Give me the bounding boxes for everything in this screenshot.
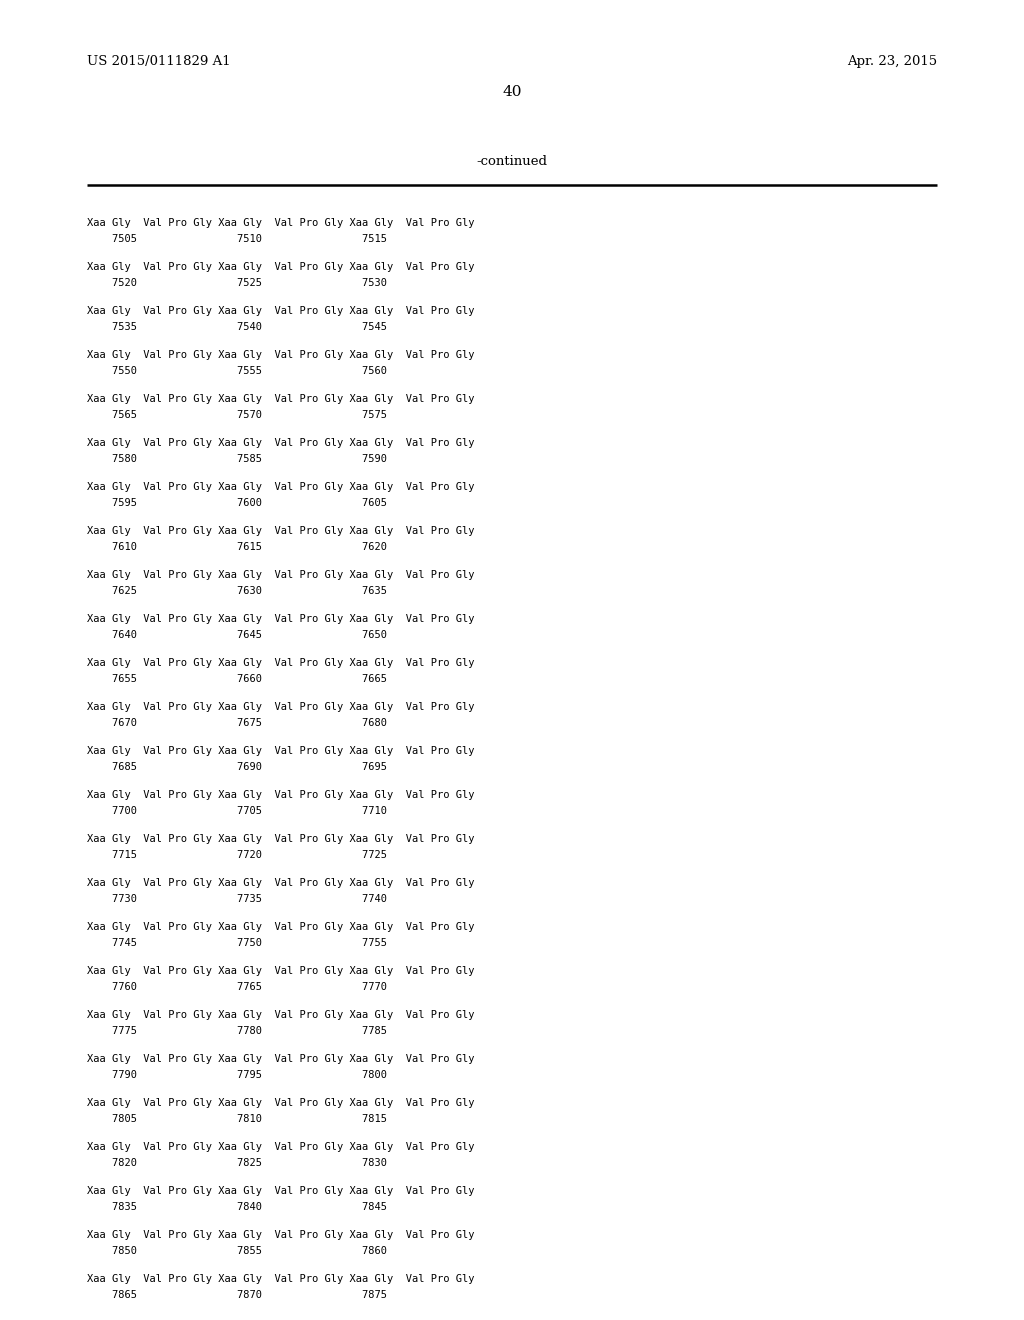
Text: 7820                7825                7830: 7820 7825 7830 [87, 1158, 387, 1168]
Text: Xaa Gly  Val Pro Gly Xaa Gly  Val Pro Gly Xaa Gly  Val Pro Gly: Xaa Gly Val Pro Gly Xaa Gly Val Pro Gly … [87, 746, 474, 756]
Text: Xaa Gly  Val Pro Gly Xaa Gly  Val Pro Gly Xaa Gly  Val Pro Gly: Xaa Gly Val Pro Gly Xaa Gly Val Pro Gly … [87, 614, 474, 624]
Text: 7550                7555                7560: 7550 7555 7560 [87, 366, 387, 376]
Text: 7640                7645                7650: 7640 7645 7650 [87, 630, 387, 640]
Text: Xaa Gly  Val Pro Gly Xaa Gly  Val Pro Gly Xaa Gly  Val Pro Gly: Xaa Gly Val Pro Gly Xaa Gly Val Pro Gly … [87, 218, 474, 228]
Text: 7700                7705                7710: 7700 7705 7710 [87, 807, 387, 816]
Text: Xaa Gly  Val Pro Gly Xaa Gly  Val Pro Gly Xaa Gly  Val Pro Gly: Xaa Gly Val Pro Gly Xaa Gly Val Pro Gly … [87, 834, 474, 843]
Text: Xaa Gly  Val Pro Gly Xaa Gly  Val Pro Gly Xaa Gly  Val Pro Gly: Xaa Gly Val Pro Gly Xaa Gly Val Pro Gly … [87, 1230, 474, 1239]
Text: 7505                7510                7515: 7505 7510 7515 [87, 234, 387, 244]
Text: 7730                7735                7740: 7730 7735 7740 [87, 894, 387, 904]
Text: Xaa Gly  Val Pro Gly Xaa Gly  Val Pro Gly Xaa Gly  Val Pro Gly: Xaa Gly Val Pro Gly Xaa Gly Val Pro Gly … [87, 1142, 474, 1152]
Text: 40: 40 [502, 84, 522, 99]
Text: US 2015/0111829 A1: US 2015/0111829 A1 [87, 55, 230, 69]
Text: Apr. 23, 2015: Apr. 23, 2015 [847, 55, 937, 69]
Text: Xaa Gly  Val Pro Gly Xaa Gly  Val Pro Gly Xaa Gly  Val Pro Gly: Xaa Gly Val Pro Gly Xaa Gly Val Pro Gly … [87, 306, 474, 315]
Text: 7775                7780                7785: 7775 7780 7785 [87, 1026, 387, 1036]
Text: Xaa Gly  Val Pro Gly Xaa Gly  Val Pro Gly Xaa Gly  Val Pro Gly: Xaa Gly Val Pro Gly Xaa Gly Val Pro Gly … [87, 1274, 474, 1284]
Text: 7805                7810                7815: 7805 7810 7815 [87, 1114, 387, 1125]
Text: 7745                7750                7755: 7745 7750 7755 [87, 939, 387, 948]
Text: Xaa Gly  Val Pro Gly Xaa Gly  Val Pro Gly Xaa Gly  Val Pro Gly: Xaa Gly Val Pro Gly Xaa Gly Val Pro Gly … [87, 350, 474, 360]
Text: -continued: -continued [476, 154, 548, 168]
Text: Xaa Gly  Val Pro Gly Xaa Gly  Val Pro Gly Xaa Gly  Val Pro Gly: Xaa Gly Val Pro Gly Xaa Gly Val Pro Gly … [87, 702, 474, 711]
Text: Xaa Gly  Val Pro Gly Xaa Gly  Val Pro Gly Xaa Gly  Val Pro Gly: Xaa Gly Val Pro Gly Xaa Gly Val Pro Gly … [87, 1053, 474, 1064]
Text: Xaa Gly  Val Pro Gly Xaa Gly  Val Pro Gly Xaa Gly  Val Pro Gly: Xaa Gly Val Pro Gly Xaa Gly Val Pro Gly … [87, 921, 474, 932]
Text: 7865                7870                7875: 7865 7870 7875 [87, 1290, 387, 1300]
Text: 7565                7570                7575: 7565 7570 7575 [87, 411, 387, 420]
Text: 7685                7690                7695: 7685 7690 7695 [87, 762, 387, 772]
Text: Xaa Gly  Val Pro Gly Xaa Gly  Val Pro Gly Xaa Gly  Val Pro Gly: Xaa Gly Val Pro Gly Xaa Gly Val Pro Gly … [87, 525, 474, 536]
Text: 7670                7675                7680: 7670 7675 7680 [87, 718, 387, 729]
Text: Xaa Gly  Val Pro Gly Xaa Gly  Val Pro Gly Xaa Gly  Val Pro Gly: Xaa Gly Val Pro Gly Xaa Gly Val Pro Gly … [87, 393, 474, 404]
Text: Xaa Gly  Val Pro Gly Xaa Gly  Val Pro Gly Xaa Gly  Val Pro Gly: Xaa Gly Val Pro Gly Xaa Gly Val Pro Gly … [87, 438, 474, 447]
Text: Xaa Gly  Val Pro Gly Xaa Gly  Val Pro Gly Xaa Gly  Val Pro Gly: Xaa Gly Val Pro Gly Xaa Gly Val Pro Gly … [87, 878, 474, 888]
Text: Xaa Gly  Val Pro Gly Xaa Gly  Val Pro Gly Xaa Gly  Val Pro Gly: Xaa Gly Val Pro Gly Xaa Gly Val Pro Gly … [87, 1098, 474, 1107]
Text: Xaa Gly  Val Pro Gly Xaa Gly  Val Pro Gly Xaa Gly  Val Pro Gly: Xaa Gly Val Pro Gly Xaa Gly Val Pro Gly … [87, 570, 474, 579]
Text: 7595                7600                7605: 7595 7600 7605 [87, 498, 387, 508]
Text: 7580                7585                7590: 7580 7585 7590 [87, 454, 387, 465]
Text: Xaa Gly  Val Pro Gly Xaa Gly  Val Pro Gly Xaa Gly  Val Pro Gly: Xaa Gly Val Pro Gly Xaa Gly Val Pro Gly … [87, 482, 474, 492]
Text: Xaa Gly  Val Pro Gly Xaa Gly  Val Pro Gly Xaa Gly  Val Pro Gly: Xaa Gly Val Pro Gly Xaa Gly Val Pro Gly … [87, 789, 474, 800]
Text: 7790                7795                7800: 7790 7795 7800 [87, 1071, 387, 1080]
Text: 7535                7540                7545: 7535 7540 7545 [87, 322, 387, 333]
Text: 7850                7855                7860: 7850 7855 7860 [87, 1246, 387, 1257]
Text: 7715                7720                7725: 7715 7720 7725 [87, 850, 387, 861]
Text: Xaa Gly  Val Pro Gly Xaa Gly  Val Pro Gly Xaa Gly  Val Pro Gly: Xaa Gly Val Pro Gly Xaa Gly Val Pro Gly … [87, 657, 474, 668]
Text: 7835                7840                7845: 7835 7840 7845 [87, 1203, 387, 1212]
Text: 7625                7630                7635: 7625 7630 7635 [87, 586, 387, 597]
Text: 7520                7525                7530: 7520 7525 7530 [87, 279, 387, 288]
Text: 7610                7615                7620: 7610 7615 7620 [87, 543, 387, 552]
Text: Xaa Gly  Val Pro Gly Xaa Gly  Val Pro Gly Xaa Gly  Val Pro Gly: Xaa Gly Val Pro Gly Xaa Gly Val Pro Gly … [87, 966, 474, 975]
Text: 7760                7765                7770: 7760 7765 7770 [87, 982, 387, 993]
Text: Xaa Gly  Val Pro Gly Xaa Gly  Val Pro Gly Xaa Gly  Val Pro Gly: Xaa Gly Val Pro Gly Xaa Gly Val Pro Gly … [87, 261, 474, 272]
Text: 7655                7660                7665: 7655 7660 7665 [87, 675, 387, 684]
Text: Xaa Gly  Val Pro Gly Xaa Gly  Val Pro Gly Xaa Gly  Val Pro Gly: Xaa Gly Val Pro Gly Xaa Gly Val Pro Gly … [87, 1010, 474, 1020]
Text: Xaa Gly  Val Pro Gly Xaa Gly  Val Pro Gly Xaa Gly  Val Pro Gly: Xaa Gly Val Pro Gly Xaa Gly Val Pro Gly … [87, 1185, 474, 1196]
